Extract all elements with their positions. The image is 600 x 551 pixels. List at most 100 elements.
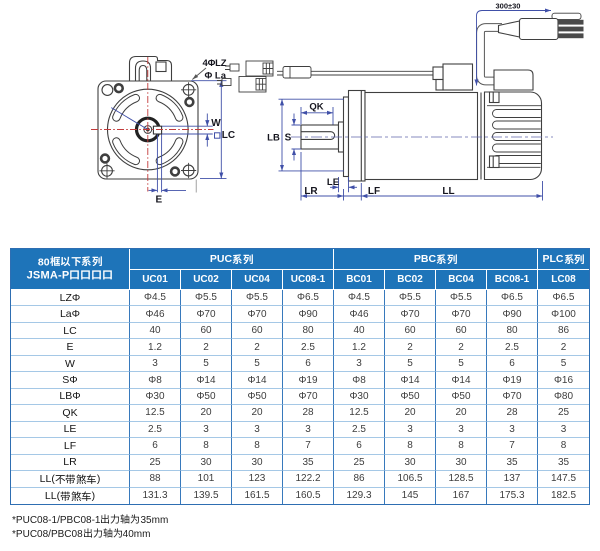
connector-latch <box>551 12 582 20</box>
spec-cell: 6 <box>334 438 385 455</box>
side-view <box>217 12 584 182</box>
spec-cell: 147.5 <box>538 471 589 488</box>
label-lr: LR <box>304 186 318 197</box>
clamp-block-bottom <box>488 155 500 169</box>
power-connector <box>497 12 584 41</box>
col-group-header: PUC <box>130 249 334 270</box>
spec-cell: 35 <box>538 455 589 472</box>
label-4philz: 4ΦLZ <box>203 58 227 69</box>
front-centerlines <box>91 57 214 192</box>
spec-cell: 60 <box>385 322 436 340</box>
label-ll: LL <box>442 186 454 197</box>
spec-cell: 122.2 <box>283 471 334 488</box>
spec-cell: 3 <box>334 355 385 373</box>
spec-cell: 8 <box>538 438 589 455</box>
spec-cell: 5 <box>385 355 436 373</box>
model-header: BC01 <box>334 269 385 290</box>
spec-cell: Φ30 <box>334 388 385 406</box>
spec-cell: 28 <box>283 405 334 422</box>
spec-cell: Φ70 <box>283 388 334 406</box>
spec-cell: 161.5 <box>232 487 283 504</box>
row-label: E <box>11 339 130 356</box>
spec-cell: Φ50 <box>181 388 232 406</box>
spec-cell: Φ70 <box>232 306 283 323</box>
spec-cell: 2 <box>538 339 589 356</box>
spec-cell: 5 <box>538 356 589 373</box>
spec-cell: Φ4.5 <box>130 290 181 307</box>
spec-cell: 3 <box>283 421 334 439</box>
spec-cell: 7 <box>487 438 538 455</box>
spec-cell: Φ70 <box>181 306 232 323</box>
footnotes: *PUC08-1/PBC08-1 35mm *PUC08/PBC08 40mm <box>12 514 168 542</box>
row-label: LaΦ <box>11 306 130 323</box>
bolt-hole-tr <box>181 82 197 98</box>
spec-cell: 12.5 <box>130 405 181 422</box>
front-connector-arch-inner <box>138 64 148 81</box>
label-lc: LC <box>222 130 235 141</box>
junction-box <box>493 69 534 91</box>
row-label: SΦ <box>11 372 130 389</box>
spec-cell: Φ8 <box>130 372 181 389</box>
spec-cell: 8 <box>232 438 283 455</box>
encoder-cable <box>217 60 433 93</box>
spec-cell: 12.5 <box>334 405 385 422</box>
spec-cell: 5 <box>181 355 232 373</box>
spec-cell: 182.5 <box>550 490 577 502</box>
spec-cell: 3 <box>385 421 436 439</box>
col-group-header: PLC <box>538 249 589 270</box>
spec-cell: Φ19 <box>283 372 334 389</box>
model-header: UC08-1 <box>283 269 334 290</box>
spec-cell: 175.3 <box>487 487 538 504</box>
model-header: BC02 <box>385 269 436 290</box>
spec-cell: 7 <box>283 438 334 455</box>
spec-cell: Φ90 <box>283 306 334 323</box>
screw-hole-2 <box>184 96 195 108</box>
spec-cell: Φ14 <box>436 372 487 389</box>
spec-cell: 20 <box>385 405 436 422</box>
spec-cell: Φ5.5 <box>436 290 487 307</box>
spec-cell: 101 <box>181 471 232 488</box>
spec-cell: Φ8 <box>334 372 385 389</box>
flange-block <box>347 89 366 182</box>
front-view-dimensions <box>148 67 227 193</box>
label-s: S <box>285 132 292 143</box>
front-connector-arch-outer <box>134 60 152 81</box>
cable-dim <box>474 8 551 86</box>
row-label: LL() <box>11 487 130 504</box>
spec-cell: 25 <box>538 405 589 422</box>
bolt-hole-tl <box>101 84 114 96</box>
spec-cell: 60 <box>181 322 232 340</box>
screw-hole-4 <box>169 166 181 177</box>
spec-cell: 2.5 <box>487 339 538 356</box>
spec-cell: 2.5 <box>283 339 334 356</box>
spec-cell: 86 <box>334 471 385 488</box>
spec-cell: 2 <box>232 339 283 356</box>
spec-cell: 35 <box>487 454 538 472</box>
spec-cell: 20 <box>436 405 487 422</box>
row-label: LC <box>11 322 130 340</box>
model-header: LC08 <box>538 269 589 290</box>
spec-cell: Φ70 <box>487 388 538 406</box>
shaft-keyway <box>301 131 336 140</box>
screw-hole-1 <box>113 82 125 94</box>
spec-cell: 3 <box>130 355 181 373</box>
footnote-2: *PUC08/PBC08 40mm <box>12 528 151 540</box>
spec-cell: 131.3 <box>130 487 181 504</box>
spec-cell: 106.5 <box>385 471 436 488</box>
spec-cell: 128.5 <box>436 471 487 488</box>
label-qk: QK <box>309 102 323 113</box>
spec-cell: 8 <box>181 438 232 455</box>
lz-leader <box>192 67 207 80</box>
spec-cell: 40 <box>334 322 385 340</box>
spec-cell: 2 <box>436 339 487 356</box>
spec-cell: Φ5.5 <box>232 290 283 307</box>
spec-cell: 3 <box>232 421 283 439</box>
corner-header-line2: JSMA-P <box>27 269 114 283</box>
bolt-holes <box>99 82 197 179</box>
model-header: UC04 <box>232 269 283 290</box>
label-e: E <box>156 195 163 206</box>
spec-cell: Φ16 <box>538 372 589 389</box>
spec-cell: Φ5.5 <box>385 290 436 307</box>
label-phila: Φ La <box>205 71 227 82</box>
spec-cell: 2.5 <box>334 421 385 439</box>
